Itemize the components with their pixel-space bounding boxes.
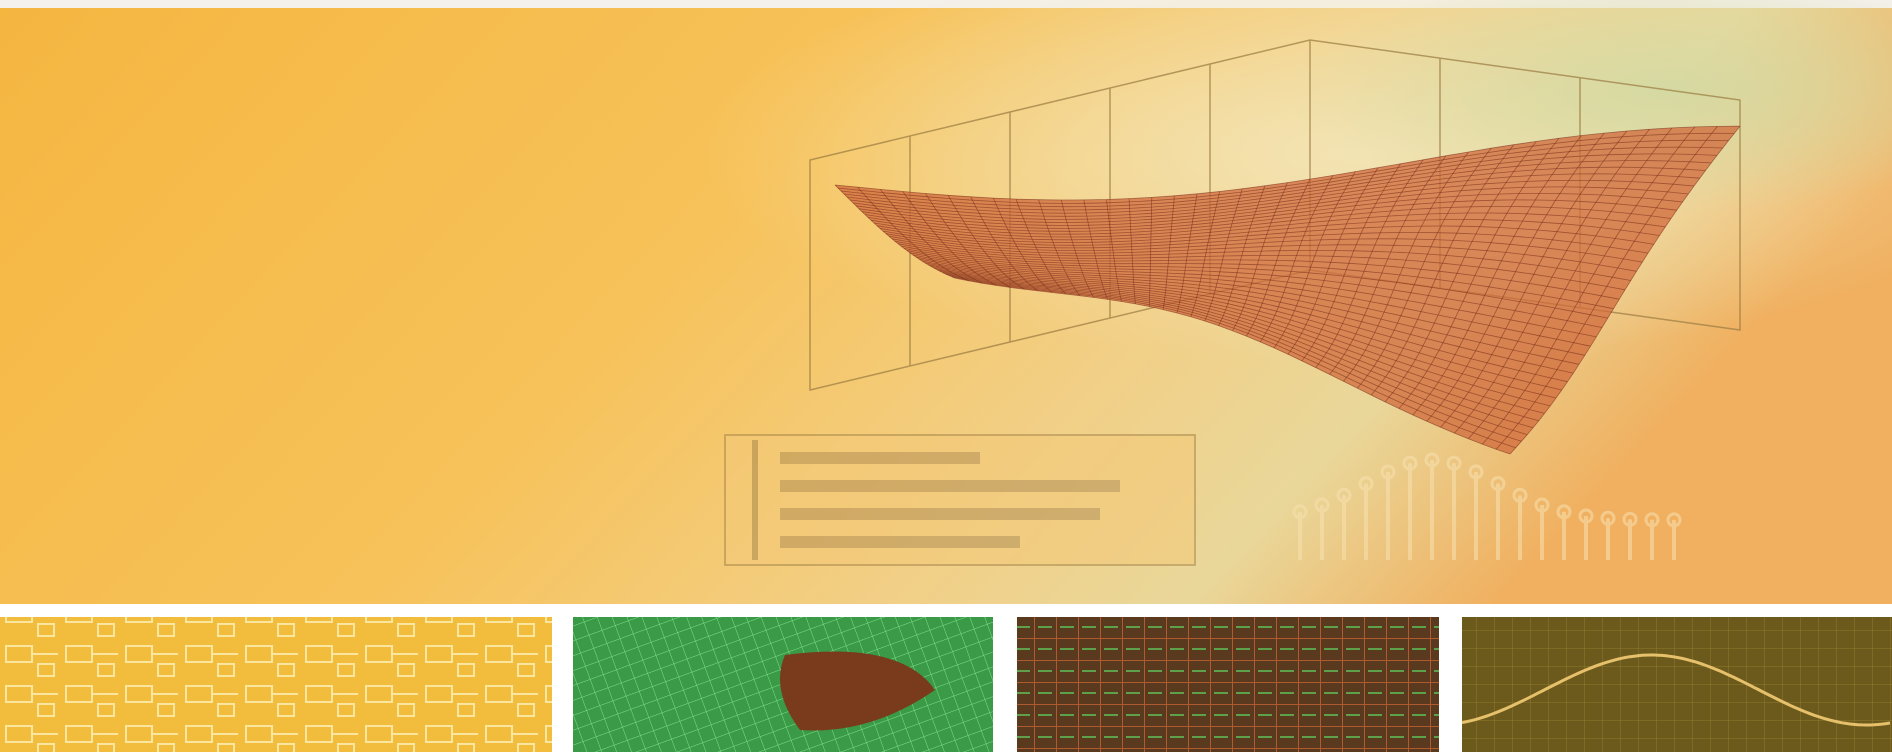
mesh-line	[921, 260, 1574, 374]
mesh-line	[1426, 132, 1605, 422]
thumbnail	[1462, 617, 1892, 752]
mesh-line	[918, 258, 1580, 365]
stem-head	[1336, 487, 1352, 503]
mesh-line	[1315, 159, 1424, 368]
mesh-line	[930, 266, 1557, 399]
mesh-line	[1301, 163, 1401, 362]
stem-head	[1644, 512, 1660, 528]
mesh-line	[1343, 151, 1469, 382]
stem-head	[1666, 512, 1682, 528]
stem-head	[1292, 504, 1308, 520]
mesh-line	[948, 275, 1522, 442]
mesh-line	[1454, 129, 1650, 434]
mesh-line	[1412, 135, 1582, 416]
stem-head	[1578, 508, 1594, 524]
mesh-line	[903, 248, 1608, 319]
stem-head	[1380, 464, 1396, 480]
mesh-line	[954, 277, 1511, 455]
mesh-line	[1495, 126, 1718, 450]
mesh-line	[945, 273, 1528, 435]
mesh-line	[933, 267, 1551, 407]
mesh-line	[1509, 125, 1741, 455]
mesh-line	[915, 256, 1585, 356]
mesh-line	[900, 245, 1614, 310]
thumbnail-wave	[1461, 653, 1891, 727]
mesh-line	[936, 269, 1545, 414]
mesh-line	[906, 250, 1603, 328]
mesh-line	[942, 272, 1534, 429]
mesh-line	[1329, 155, 1447, 375]
mesh-line	[939, 270, 1539, 422]
mesh-line	[1357, 147, 1492, 389]
mesh-line	[1259, 175, 1334, 343]
stem-head	[1512, 487, 1528, 503]
mesh-line	[927, 264, 1562, 391]
surface-fill	[835, 126, 1740, 455]
mesh-line	[1287, 167, 1379, 355]
mesh-line	[894, 240, 1626, 291]
mesh-line	[1273, 171, 1356, 349]
mesh-line	[909, 252, 1597, 338]
mesh-line	[1482, 126, 1696, 445]
mesh-line	[912, 254, 1591, 347]
stem-head	[1556, 504, 1572, 520]
thumbnail	[0, 617, 552, 752]
stem-head	[1490, 476, 1506, 492]
stem-head	[1424, 452, 1440, 468]
mesh-line	[1370, 144, 1515, 396]
stem-head	[1358, 476, 1374, 492]
stem-head	[1534, 497, 1550, 513]
stem-plot	[1292, 452, 1682, 560]
stem-head	[1468, 464, 1484, 480]
mesh-line	[1246, 178, 1311, 337]
thumbnail-shape	[780, 651, 935, 731]
mesh-line	[1384, 141, 1537, 403]
code-box	[724, 434, 1196, 566]
mesh-line	[924, 262, 1568, 383]
mesh-line	[1398, 138, 1560, 409]
mesh-line	[1440, 130, 1628, 428]
stem-head	[1622, 511, 1638, 527]
mesh-line	[1468, 127, 1673, 439]
stem-head	[1402, 455, 1418, 471]
mesh-line	[897, 243, 1620, 300]
thumbnail	[1017, 617, 1439, 752]
stem-head	[1600, 510, 1616, 526]
mesh-line	[951, 276, 1516, 449]
stem-head	[1314, 497, 1330, 513]
stem-head	[1446, 455, 1462, 471]
surface-mesh	[834, 125, 1741, 455]
